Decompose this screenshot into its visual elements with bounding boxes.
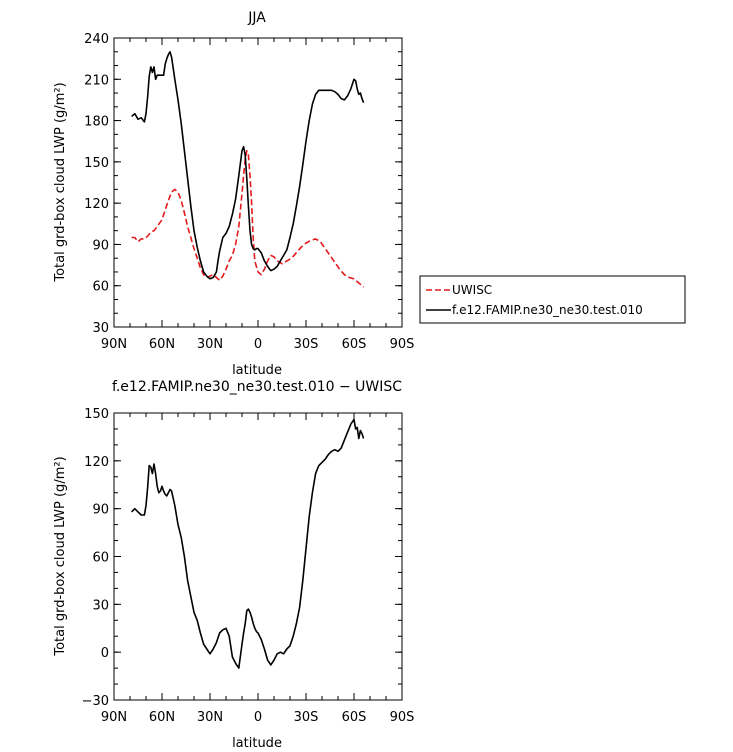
legend-box: [419, 275, 686, 324]
y-tick-label: 150: [84, 407, 109, 422]
x-tick-label: 0: [254, 710, 262, 725]
y-tick-label: 120: [84, 455, 109, 470]
x-tick-label: 90N: [101, 710, 127, 725]
y-tick-label: 60: [92, 551, 109, 566]
y-tick-label: 30: [92, 598, 109, 613]
bottom-plot-frame: [113, 412, 403, 701]
y-tick-label: 60: [92, 280, 109, 295]
y-tick-label: 210: [84, 73, 109, 88]
y-tick-label: 150: [84, 156, 109, 171]
x-tick-label: 60S: [342, 710, 367, 725]
x-tick-label: 30S: [294, 337, 319, 352]
x-tick-label: 60S: [342, 337, 367, 352]
y-tick-label: 90: [92, 503, 109, 518]
x-tick-label: 60N: [149, 337, 175, 352]
x-tick-label: 30S: [294, 710, 319, 725]
y-tick-label: 180: [84, 115, 109, 130]
top-x-axis-title: latitude: [232, 363, 282, 378]
bottom-x-axis-title: latitude: [232, 736, 282, 751]
x-tick-label: 0: [254, 337, 262, 352]
y-tick-label: 30: [92, 321, 109, 336]
top-panel: JJA 90N 60N 30N 0 30S 60S 90S 30 60 90 120 150 180 21…: [53, 10, 414, 378]
series-line-model: [131, 50, 365, 280]
y-tick-label: 0: [101, 646, 109, 661]
x-tick-label: 90S: [390, 337, 415, 352]
bottom-plot-title: f.e12.FAMIP.ne30_ne30.test.010 − UWISC: [112, 379, 402, 395]
bottom-y-axis-title: Total grd-box cloud LWP (g/m²): [53, 456, 68, 656]
legend-label-model: f.e12.FAMIP.ne30_ne30.test.010: [452, 303, 643, 317]
y-tick-label: 90: [92, 238, 109, 253]
x-tick-label: 90S: [390, 710, 415, 725]
x-tick-label: 30N: [197, 337, 223, 352]
y-tick-label: 240: [84, 32, 109, 47]
top-plot-title: JJA: [247, 10, 266, 26]
series-line-difference: [131, 418, 365, 669]
legend-label-uwisc: UWISC: [452, 283, 492, 297]
top-y-axis-title: Total grd-box cloud LWP (g/m²): [53, 82, 68, 282]
y-tick-label: −30: [82, 694, 109, 709]
bottom-panel: f.e12.FAMIP.ne30_ne30.test.010 − UWISC 9…: [53, 379, 414, 751]
series-line-uwisc: [131, 150, 365, 288]
x-tick-label: 30N: [197, 710, 223, 725]
legend: UWISC f.e12.FAMIP.ne30_ne30.test.010: [419, 275, 686, 324]
x-tick-label: 90N: [101, 337, 127, 352]
y-tick-label: 120: [84, 197, 109, 212]
x-tick-label: 60N: [149, 710, 175, 725]
